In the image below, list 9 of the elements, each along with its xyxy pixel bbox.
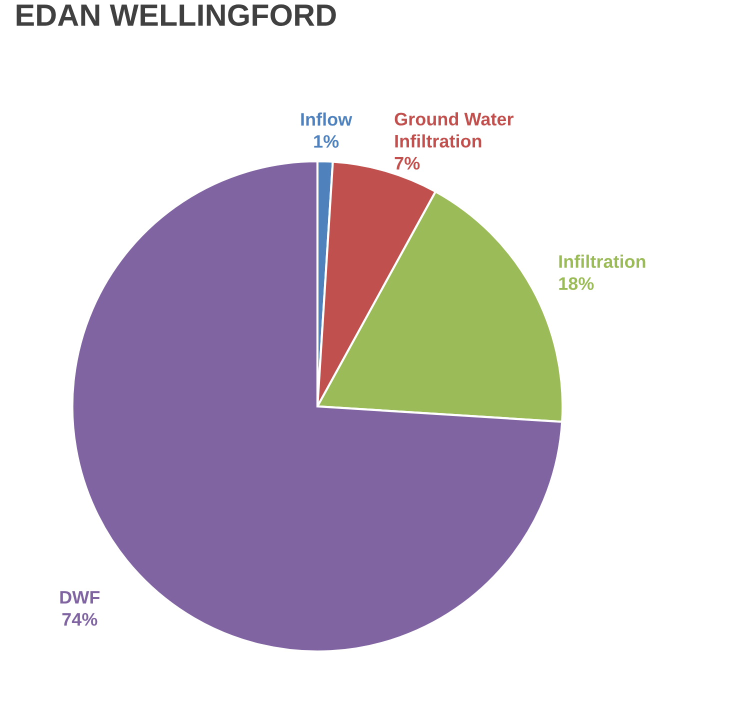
slice-label: DWF (60, 591, 100, 604)
data-label: 74% (62, 613, 98, 626)
data-label: 1% (314, 135, 339, 148)
slice-label: Ground Water Infiltration (394, 112, 514, 148)
chart-title: EDAN WELLINGFORD (16, 4, 336, 26)
data-label: 7% (394, 156, 420, 170)
slice-label: Infiltration (559, 254, 646, 268)
slice-label: Inflow (301, 112, 352, 126)
data-label: 18% (559, 277, 594, 290)
